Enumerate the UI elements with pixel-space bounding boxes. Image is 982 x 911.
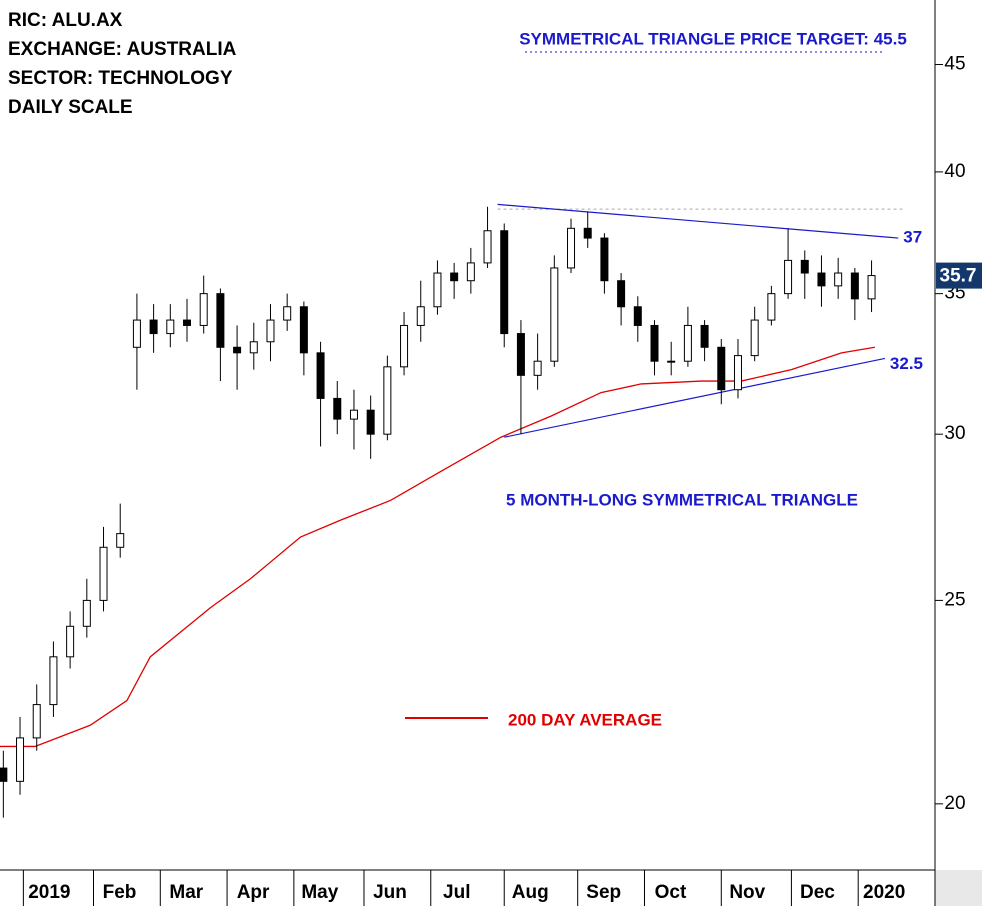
candle-body [583, 227, 592, 239]
candle-body [0, 767, 8, 782]
info-line: RIC: ALU.AX [8, 10, 123, 31]
candle-body [299, 306, 308, 354]
info-line: SECTOR: TECHNOLOGY [8, 68, 233, 89]
candle-body [366, 409, 375, 435]
candle-body [99, 546, 108, 601]
candle-body [750, 319, 759, 357]
candle-body [817, 272, 826, 287]
candle-body [850, 272, 859, 300]
candle-body [633, 306, 642, 326]
annotation: SYMMETRICAL TRIANGLE PRICE TARGET: 45.5 [519, 29, 907, 48]
candle-body [700, 324, 709, 348]
x-tick-label: Mar [169, 882, 203, 903]
moving-average [0, 346, 875, 748]
candle-body [183, 319, 191, 326]
x-tick-label: Feb [103, 882, 137, 903]
corner [935, 870, 982, 906]
x-tick-label: Sep [586, 882, 621, 903]
legend-label: 200 DAY AVERAGE [508, 710, 662, 729]
candle-body [650, 324, 659, 362]
candle-body [333, 397, 342, 420]
candle-body [617, 280, 626, 308]
last-price-box [936, 262, 982, 289]
candle-body [116, 533, 125, 548]
candle-body [550, 267, 559, 362]
candle-body [433, 272, 442, 308]
candle-body [32, 704, 41, 739]
candle-body [767, 293, 776, 321]
candle-body [784, 259, 793, 295]
candle-body [132, 319, 141, 348]
candle-body [316, 352, 325, 399]
info-line: EXCHANGE: AUSTRALIA [8, 39, 237, 60]
candle-body [16, 737, 25, 782]
candle-body [233, 346, 242, 354]
trendline [504, 357, 886, 438]
trendline-label: 37 [903, 228, 922, 247]
x-tick-label: Jul [443, 882, 470, 903]
candle-body [683, 324, 692, 362]
x-tick-label: Nov [729, 882, 765, 903]
candle-body [834, 272, 843, 287]
candle-body [349, 409, 358, 420]
x-tick-label: 2019 [28, 882, 70, 903]
candle-body [466, 262, 475, 282]
candle-body [516, 333, 525, 376]
y-tick-label: 45 [944, 54, 965, 75]
last-price-label: 35.7 [940, 266, 977, 287]
candle-body [199, 293, 208, 326]
candle-body [266, 319, 275, 343]
candle-body [717, 346, 726, 391]
candle-body [82, 599, 91, 627]
candle-body [66, 625, 75, 658]
candle-body [383, 366, 392, 435]
candle-body [166, 319, 175, 335]
candle-body [500, 230, 509, 335]
candle-body [667, 360, 676, 363]
x-tick-label: 2020 [863, 882, 905, 903]
info-line: DAILY SCALE [8, 97, 133, 118]
candle-body [149, 319, 158, 335]
x-tick-label: Aug [512, 882, 549, 903]
x-tick-label: May [301, 882, 338, 903]
candle-body [49, 656, 58, 706]
y-tick-label: 20 [944, 793, 965, 814]
trendline-label: 32.5 [890, 354, 923, 373]
candle-body [867, 275, 876, 300]
candle-body [600, 237, 609, 282]
candle-body [249, 341, 258, 354]
y-tick-label: 40 [944, 161, 965, 182]
candle-body [400, 324, 409, 368]
candle-body [567, 227, 576, 269]
x-tick-label: Oct [655, 882, 687, 903]
trendline [497, 203, 899, 239]
x-tick-label: Jun [373, 882, 407, 903]
x-tick-label: Dec [800, 882, 835, 903]
candle-body [800, 259, 809, 274]
candle-body [733, 355, 742, 391]
candle-body [216, 293, 225, 348]
y-tick-label: 25 [944, 589, 965, 610]
x-tick-label: Apr [237, 882, 270, 903]
candle-body [450, 272, 459, 282]
candle-body [483, 230, 492, 264]
candle-body [416, 306, 425, 326]
annotation: 5 MONTH-LONG SYMMETRICAL TRIANGLE [506, 490, 858, 509]
y-tick-label: 30 [944, 423, 965, 444]
candle-body [283, 306, 292, 321]
info: RIC: ALU.AX EXCHANGE: AUSTRALIA SECTOR: TE… [8, 10, 237, 118]
candle-body [533, 360, 542, 376]
